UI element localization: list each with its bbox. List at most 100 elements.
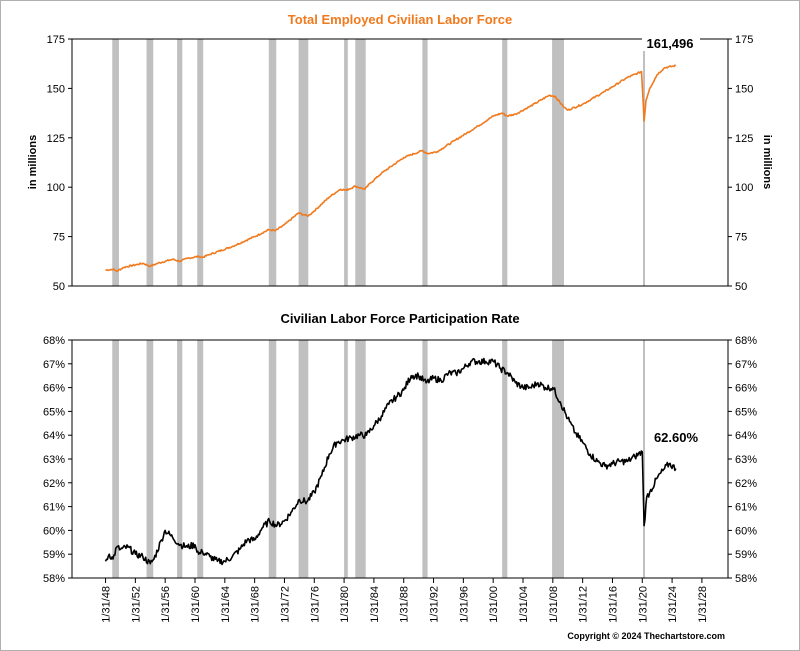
employment-callout-bg bbox=[642, 34, 700, 51]
employment-ytick-label-right: 100 bbox=[735, 182, 753, 194]
x-tick-label: 1/31/92 bbox=[429, 586, 441, 623]
participation-ytick-label-left: 58% bbox=[43, 573, 65, 585]
recession-band bbox=[268, 340, 277, 578]
x-tick-label: 1/31/96 bbox=[458, 586, 470, 623]
recession-band bbox=[552, 39, 564, 286]
recession-band bbox=[502, 340, 508, 578]
participation-chart-title: Civilian Labor Force Participation Rate bbox=[280, 311, 519, 326]
recession-band bbox=[112, 39, 119, 286]
employment-y-axis-left: 175 150 125 100 75 50 bbox=[47, 34, 72, 293]
x-tick-label: 1/31/48 bbox=[101, 586, 113, 623]
employment-ytick-label-right: 150 bbox=[735, 83, 753, 95]
recession-band bbox=[268, 39, 277, 286]
participation-ytick-label-left: 67% bbox=[43, 359, 65, 371]
employment-series-line bbox=[105, 64, 677, 272]
x-tick-label: 1/31/24 bbox=[667, 586, 679, 623]
x-tick-label: 1/31/56 bbox=[160, 586, 172, 623]
x-tick-label: 1/31/80 bbox=[339, 586, 351, 623]
employment-panel: Total Employed Civilian Labor Force 1751… bbox=[27, 12, 773, 293]
participation-ytick-label-left: 64% bbox=[43, 430, 65, 442]
x-tick-label: 1/31/04 bbox=[518, 586, 530, 623]
x-tick-label: 1/31/52 bbox=[130, 586, 142, 623]
employment-ytick-label-right: 125 bbox=[735, 133, 753, 145]
participation-ytick-label-left: 63% bbox=[43, 454, 65, 466]
x-tick-label: 1/31/60 bbox=[190, 586, 202, 623]
recession-band bbox=[298, 340, 309, 578]
employment-ytick-label-left: 175 bbox=[47, 34, 65, 46]
x-tick-label: 1/31/12 bbox=[578, 586, 590, 623]
recession-band bbox=[422, 340, 428, 578]
employment-callout-value: 161,496 bbox=[647, 36, 694, 51]
participation-ytick-label-right: 61% bbox=[735, 502, 757, 514]
participation-ytick-label-right: 65% bbox=[735, 406, 757, 418]
participation-panel: Civilian Labor Force Participation Rate … bbox=[43, 311, 757, 623]
recession-band bbox=[502, 39, 508, 286]
employment-chart-title: Total Employed Civilian Labor Force bbox=[288, 12, 512, 27]
x-tick-label: 1/31/72 bbox=[279, 586, 291, 623]
participation-y-axis-left: 68% 67% 66% 65% 64% 63% 62% 61% 60% 59% 58% bbox=[43, 335, 72, 585]
participation-ytick-label-left: 60% bbox=[43, 525, 65, 537]
employment-ytick-label-left: 100 bbox=[47, 182, 65, 194]
recession-band bbox=[146, 340, 154, 578]
recession-band bbox=[355, 340, 366, 578]
participation-ytick-label-right: 63% bbox=[735, 454, 757, 466]
employment-ytick-label-left: 125 bbox=[47, 133, 65, 145]
recession-band bbox=[197, 340, 204, 578]
recession-band bbox=[112, 340, 119, 578]
participation-ytick-label-right: 64% bbox=[735, 430, 757, 442]
participation-ytick-label-left: 66% bbox=[43, 383, 65, 395]
participation-ytick-label-right: 62% bbox=[735, 478, 757, 490]
employment-y-label-right: in millions bbox=[761, 135, 773, 189]
recession-band bbox=[298, 39, 309, 286]
x-tick-label: 1/31/28 bbox=[697, 586, 709, 623]
employment-ytick-label-right: 50 bbox=[735, 281, 747, 293]
participation-series-line bbox=[104, 357, 677, 566]
participation-ytick-label-left: 59% bbox=[43, 549, 65, 561]
x-tick-label: 1/31/68 bbox=[250, 586, 262, 623]
participation-ytick-label-left: 68% bbox=[43, 335, 65, 347]
participation-ytick-label-right: 59% bbox=[735, 549, 757, 561]
x-tick-label: 1/31/88 bbox=[399, 586, 411, 623]
employment-y-axis-right: 175 150 125 100 75 50 bbox=[728, 34, 753, 293]
recession-band bbox=[146, 39, 154, 286]
participation-ytick-label-left: 65% bbox=[43, 406, 65, 418]
recession-band bbox=[177, 39, 183, 286]
employment-ytick-label-left: 150 bbox=[47, 83, 65, 95]
recession-bands-top bbox=[112, 39, 646, 286]
recession-band bbox=[643, 340, 646, 578]
employment-ytick-label-left: 75 bbox=[53, 232, 65, 244]
participation-ytick-label-right: 67% bbox=[735, 359, 757, 371]
participation-ytick-label-right: 58% bbox=[735, 573, 757, 585]
recession-band bbox=[197, 39, 204, 286]
participation-ytick-label-right: 68% bbox=[735, 335, 757, 347]
participation-callout-bg bbox=[648, 428, 704, 445]
x-tick-label: 1/31/84 bbox=[369, 586, 381, 623]
recession-bands-bottom bbox=[112, 340, 646, 578]
x-tick-label: 1/31/20 bbox=[637, 586, 649, 623]
recession-band bbox=[643, 39, 646, 286]
employment-ytick-label-right: 75 bbox=[735, 232, 747, 244]
participation-y-axis-right: 68% 67% 66% 65% 64% 63% 62% 61% 60% 59% 58% bbox=[728, 335, 757, 585]
x-tick-label: 1/31/00 bbox=[488, 586, 500, 623]
recession-band bbox=[177, 340, 183, 578]
copyright-text: Copyright © 2024 Thechartstore.com bbox=[567, 631, 725, 641]
x-tick-label: 1/31/76 bbox=[309, 586, 321, 623]
x-tick-label: 1/31/16 bbox=[607, 586, 619, 623]
x-tick-label: 1/31/64 bbox=[220, 586, 232, 623]
recession-band bbox=[344, 39, 348, 286]
recession-band bbox=[552, 340, 564, 578]
recession-band bbox=[422, 39, 428, 286]
employment-ytick-label-left: 50 bbox=[53, 281, 65, 293]
employment-ytick-label-right: 175 bbox=[735, 34, 753, 46]
x-tick-label: 1/31/08 bbox=[548, 586, 560, 623]
participation-ytick-label-left: 62% bbox=[43, 478, 65, 490]
participation-callout-value: 62.60% bbox=[654, 430, 699, 445]
employment-y-label-left: in millions bbox=[27, 135, 39, 189]
recession-band bbox=[344, 340, 348, 578]
recession-band bbox=[355, 39, 366, 286]
participation-ytick-label-right: 66% bbox=[735, 383, 757, 395]
participation-x-axis: 1/31/48 1/31/52 1/31/56 1/31/60 1/31/64 1/31/… bbox=[101, 578, 709, 623]
participation-ytick-label-left: 61% bbox=[43, 502, 65, 514]
